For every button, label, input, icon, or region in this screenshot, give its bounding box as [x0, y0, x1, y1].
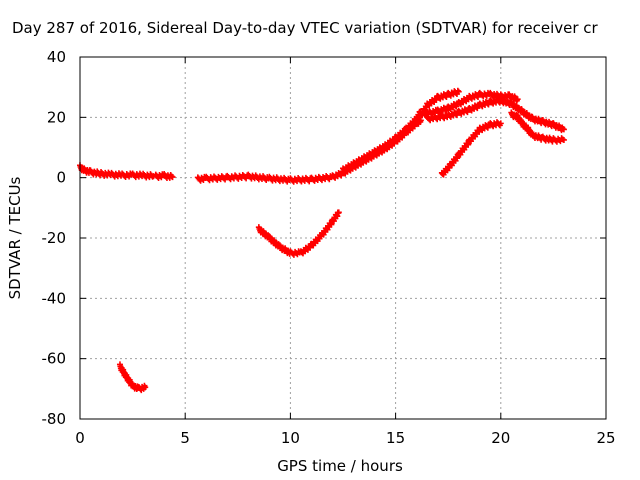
data-point	[514, 96, 521, 103]
data-point	[560, 126, 567, 133]
data-point	[485, 101, 492, 108]
data-point	[222, 176, 229, 183]
y-axis-title: SDTVAR / TECUs	[6, 176, 24, 299]
data-point	[560, 136, 567, 143]
series-track-d	[340, 108, 424, 174]
data-point	[454, 87, 461, 94]
data-point	[142, 384, 149, 391]
data-point	[453, 112, 460, 119]
x-tick-label: 20	[491, 429, 510, 447]
data-point	[464, 109, 471, 116]
data-point	[455, 88, 462, 95]
data-point	[243, 175, 250, 182]
data-point	[475, 94, 482, 101]
series-track-j	[255, 209, 342, 258]
data-point	[169, 174, 176, 181]
data-point	[443, 107, 450, 114]
series-track-c	[194, 117, 424, 185]
series-track-k	[116, 361, 149, 394]
y-tick-label: 20	[47, 108, 66, 126]
x-tick-label: 25	[596, 429, 615, 447]
data-points	[77, 87, 567, 394]
series-track-h	[508, 109, 567, 145]
y-tick-label: -80	[42, 410, 67, 428]
x-axis-title: GPS time / hours	[277, 457, 403, 475]
grid-lines	[80, 57, 606, 419]
x-tick-label: 15	[386, 429, 405, 447]
y-tick-label: 40	[47, 48, 66, 66]
series-track-g	[424, 95, 567, 134]
y-tick-label: -20	[42, 229, 67, 247]
y-tick-label: 0	[56, 169, 66, 187]
data-point	[338, 172, 345, 179]
x-tick-labels: 0 5 10 15 20 25	[75, 429, 615, 447]
data-point	[306, 178, 313, 185]
series-track-f	[419, 89, 521, 119]
y-tick-label: -60	[42, 350, 67, 368]
axis-ticks	[79, 56, 607, 420]
series-track-b	[152, 171, 176, 182]
data-point	[335, 209, 342, 216]
series-track-a	[77, 162, 157, 181]
series-track-i	[438, 119, 504, 178]
y-tick-label: -40	[42, 289, 67, 307]
x-tick-label: 0	[75, 429, 85, 447]
x-tick-label: 5	[180, 429, 190, 447]
x-tick-label: 10	[281, 429, 300, 447]
chart-title: Day 287 of 2016, Sidereal Day-to-day VTE…	[12, 19, 599, 37]
data-point	[497, 120, 504, 127]
y-tick-labels: -80 -60 -40 -20 0 20 40	[42, 48, 67, 428]
data-point	[443, 94, 450, 101]
